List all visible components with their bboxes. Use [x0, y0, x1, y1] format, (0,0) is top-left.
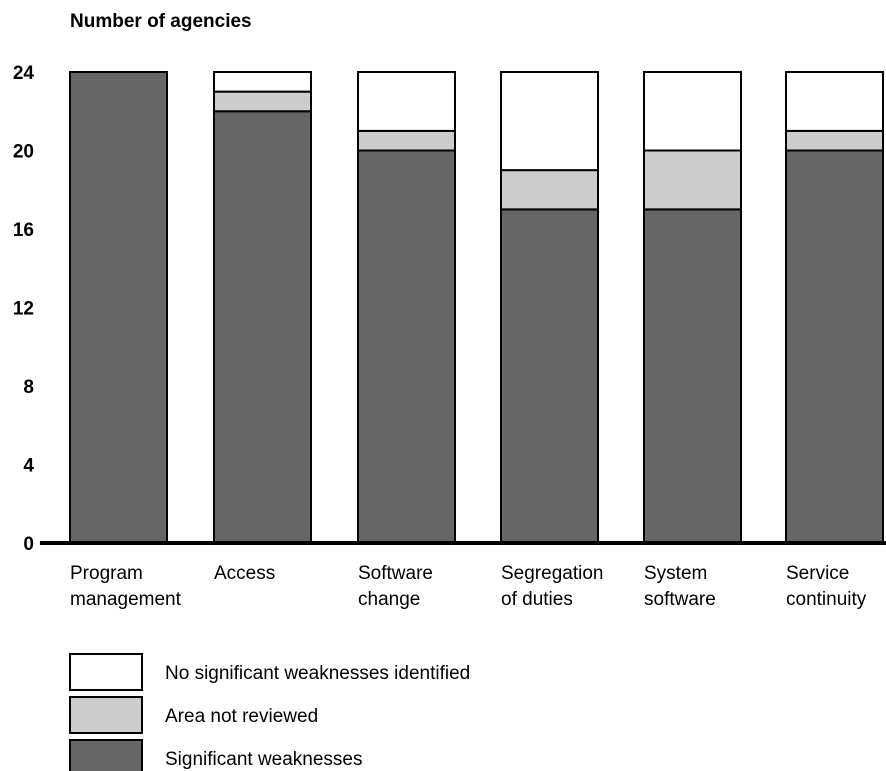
- bar-segment: [643, 71, 742, 152]
- bar-segment: [213, 71, 312, 93]
- bar-segment: [643, 208, 742, 544]
- legend: No significant weaknesses identified Area…: [69, 653, 470, 771]
- bar-segment: [643, 149, 742, 211]
- category-label: System: [644, 563, 707, 584]
- category-label: change: [358, 589, 420, 610]
- y-tick-label: 8: [23, 377, 34, 398]
- category-labels: Program management Access Software change Seg…: [70, 563, 867, 610]
- y-tick-label: 12: [13, 299, 34, 320]
- category-label: Access: [214, 563, 275, 584]
- bar-segment: [785, 71, 884, 132]
- y-tick-label: 24: [13, 63, 35, 84]
- bar-segment: [357, 71, 456, 132]
- bars: [69, 71, 884, 544]
- legend-swatch: [69, 739, 143, 771]
- legend-label: Area not reviewed: [165, 706, 318, 727]
- bar-segment: [785, 129, 884, 152]
- y-axis-label: Number of agencies: [70, 11, 252, 32]
- bar-segment: [785, 149, 884, 544]
- category-label: Service: [786, 563, 849, 584]
- category-label: of duties: [501, 589, 573, 610]
- category-label: software: [644, 589, 716, 610]
- bar-segment: [213, 90, 312, 113]
- category-label: continuity: [786, 589, 867, 610]
- legend-swatch: [69, 653, 143, 691]
- bar-segment: [357, 129, 456, 152]
- category-label: Software: [358, 563, 433, 584]
- bar-segment: [357, 149, 456, 544]
- category-label: management: [70, 589, 182, 610]
- bar-segment: [500, 71, 599, 172]
- y-tick-label: 20: [13, 142, 34, 163]
- y-tick-label: 4: [23, 456, 34, 477]
- bar-segment: [213, 110, 312, 544]
- y-tick-label: 16: [13, 220, 34, 241]
- legend-label: Significant weaknesses: [165, 749, 363, 770]
- category-label: Segregation: [501, 563, 603, 584]
- legend-label: No significant weaknesses identified: [165, 663, 470, 684]
- bar-segment: [500, 208, 599, 544]
- category-label: Program: [70, 563, 143, 584]
- y-axis-ticks: 0 4 8 12 16 20 24: [13, 63, 35, 555]
- bar-segment: [69, 71, 168, 544]
- bar-segment: [500, 169, 599, 211]
- legend-swatch: [69, 696, 143, 734]
- y-tick-label: 0: [23, 534, 34, 555]
